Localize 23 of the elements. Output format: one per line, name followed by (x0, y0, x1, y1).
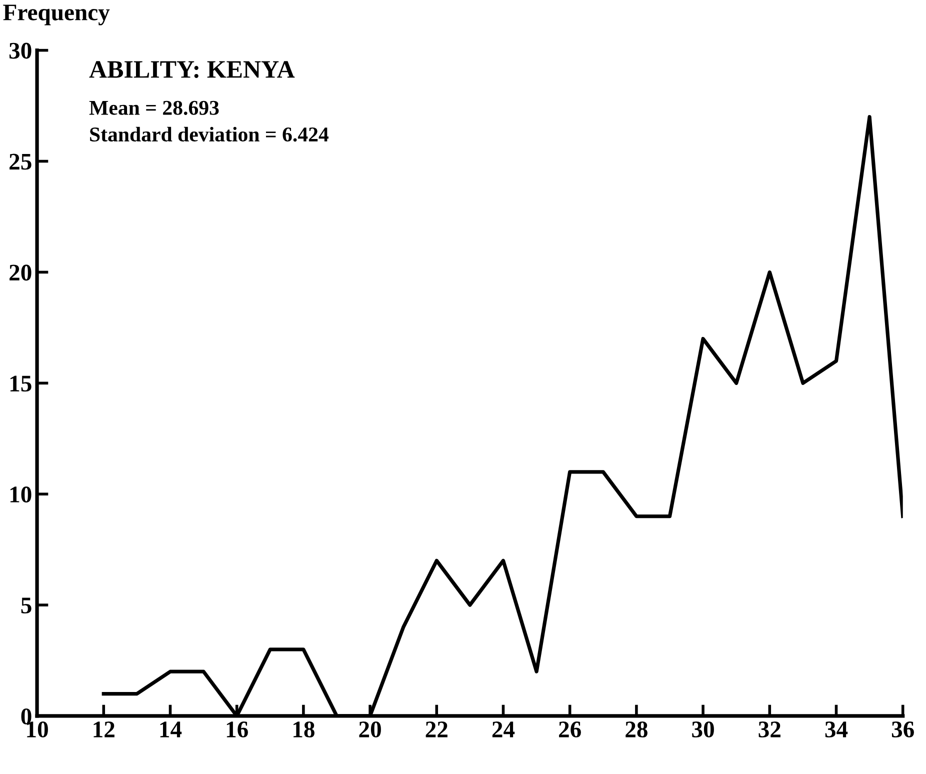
y-tick-label: 10 (10, 486, 32, 502)
y-tick-label: 25 (10, 154, 32, 170)
annotation: Standard deviation = 6.424 (90, 126, 329, 142)
y-tick-label: 20 (10, 264, 32, 281)
x-tick-label: 26 (559, 722, 581, 738)
y-tick-label: 5 (21, 598, 32, 614)
y-tick-label: 15 (10, 376, 32, 392)
x-tick-label: 34 (825, 722, 848, 738)
x-tick-label: 20 (359, 721, 381, 738)
x-tick-label: 22 (426, 722, 448, 738)
y-axis-title: Frequency (3, 4, 110, 26)
x-tick-label: 16 (226, 722, 248, 738)
x-tick-label: 30 (692, 721, 714, 738)
x-tick-label: 14 (160, 722, 182, 738)
x-tick-label: 32 (758, 722, 780, 738)
y-tick-label: 30 (9, 42, 32, 59)
x-tick-label: 36 (892, 722, 914, 738)
x-tick-label: 12 (94, 722, 114, 738)
x-tick-label: 28 (626, 721, 648, 738)
annotation: Mean = 28.693 (89, 100, 219, 115)
x-tick-label: 18 (294, 721, 314, 738)
x-tick-label: 24 (492, 722, 515, 738)
chart-title: ABILITY: KENYA (89, 61, 295, 78)
